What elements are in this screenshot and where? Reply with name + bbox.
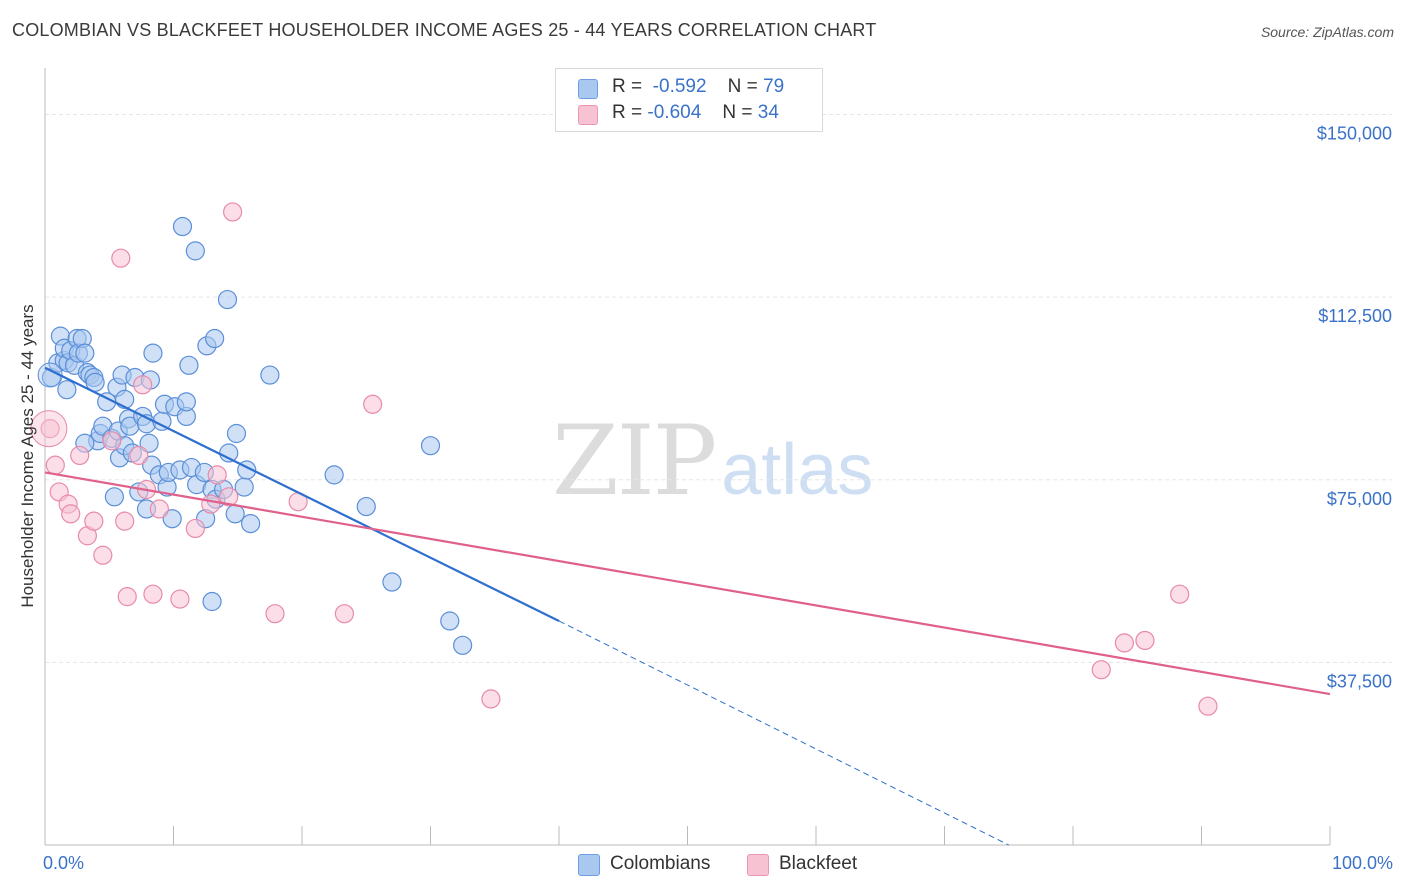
colombian-point <box>139 433 159 453</box>
chart-title: COLOMBIAN VS BLACKFEET HOUSEHOLDER INCOM… <box>12 20 877 40</box>
bottom-legend-label-blackfeet: Blackfeet <box>779 853 858 874</box>
trend-lines <box>44 366 1331 846</box>
axes <box>44 68 1331 846</box>
colombian-point <box>324 465 344 485</box>
blackfeet-point <box>265 604 285 624</box>
colombian-point <box>241 513 261 534</box>
blackfeet-point-large <box>30 410 68 448</box>
blackfeet-point <box>93 545 113 565</box>
source-label: Source: ZipAtlas.com <box>1260 24 1394 40</box>
blackfeet-point <box>45 455 65 475</box>
colombian-point <box>202 591 222 612</box>
colombian-point <box>260 365 280 385</box>
legend-swatch-colombians <box>578 79 598 99</box>
y-tick-label: $75,000 <box>1327 489 1392 509</box>
colombian-point <box>420 436 441 456</box>
blackfeet-point <box>170 589 190 609</box>
x-tick-label: 0.0% <box>43 853 84 873</box>
tick-labels: $37,500 $75,000 $112,500 $150,000 0.0% 100.0%… <box>18 124 1393 873</box>
colombians-trend-line <box>44 366 560 622</box>
blackfeet-point <box>1198 696 1218 716</box>
colombian-point <box>176 392 196 412</box>
colombian-point <box>205 328 225 349</box>
legend-stats-blackfeet: R = -0.604 N = 34 <box>612 102 779 123</box>
colombian-point <box>162 509 182 529</box>
blackfeet-point <box>117 587 137 607</box>
blackfeet-point <box>363 394 383 414</box>
blackfeet-point <box>115 511 135 531</box>
blackfeet-point <box>1170 584 1190 604</box>
colombians-trend-extension <box>558 620 1009 846</box>
blackfeet-trend-line <box>44 471 1331 696</box>
bottom-legend-swatch-blackfeet <box>747 854 769 876</box>
correlation-legend: R = -0.592 N = 79 R = -0.604 N = 34 <box>555 68 823 132</box>
blackfeet-point <box>334 604 355 624</box>
y-tick-label: $150,000 <box>1317 124 1392 144</box>
colombian-point <box>217 289 238 310</box>
blackfeet-point <box>481 689 501 709</box>
bottom-legend-label-colombians: Colombians <box>610 853 711 874</box>
colombian-point <box>382 572 402 592</box>
colombian-point <box>234 477 254 497</box>
blackfeet-point <box>223 202 243 222</box>
colombian-point <box>172 216 193 237</box>
blackfeet-point <box>207 465 227 485</box>
blackfeet-point <box>1135 630 1155 651</box>
colombian-point <box>185 241 205 261</box>
blackfeet-point <box>143 584 163 604</box>
blackfeet-point <box>102 431 122 451</box>
colombian-point <box>356 496 376 517</box>
watermark: ZIPatlas <box>552 405 873 517</box>
blackfeet-point <box>1091 660 1111 680</box>
colombian-point <box>440 611 460 631</box>
colombian-point <box>57 380 77 400</box>
blackfeet-point <box>133 375 153 395</box>
blackfeet-point <box>1114 633 1135 653</box>
blackfeet-point <box>61 504 81 524</box>
blackfeet-point <box>129 445 149 466</box>
watermark-atlas: atlas <box>721 430 874 510</box>
colombian-point <box>75 343 95 363</box>
legend-swatch-blackfeet <box>578 105 598 125</box>
colombian-point <box>115 389 135 410</box>
colombian-point <box>179 355 199 375</box>
grid-lines <box>45 114 1392 663</box>
colombian-point <box>143 343 163 363</box>
colombian-point <box>453 635 473 655</box>
colombian-point <box>104 487 124 507</box>
x-tick-label: 100.0% <box>1332 853 1393 873</box>
colombian-point <box>226 423 247 444</box>
blackfeet-point <box>185 518 205 539</box>
colombian-point <box>225 504 245 524</box>
blackfeet-point <box>40 419 60 439</box>
blackfeet-point <box>149 499 169 519</box>
blackfeet-point <box>84 511 104 531</box>
watermark-zip: ZIP <box>552 405 717 517</box>
legend-stats-colombians: R = -0.592 N = 79 <box>612 76 785 97</box>
blackfeet-point <box>70 445 90 466</box>
y-tick-label: $112,500 <box>1318 306 1392 326</box>
data-points <box>30 202 1218 716</box>
blackfeet-point <box>219 487 239 507</box>
y-axis-title: Householder Income Ages 25 - 44 years <box>18 304 37 607</box>
bottom-legend-swatch-colombians <box>578 854 600 876</box>
blackfeet-point <box>111 248 131 268</box>
y-tick-label: $37,500 <box>1327 671 1392 691</box>
blackfeet-point <box>201 494 221 514</box>
